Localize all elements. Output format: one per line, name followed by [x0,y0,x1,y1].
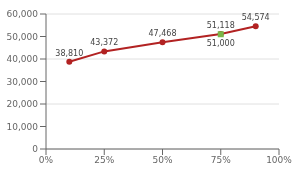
svg-text:51,118: 51,118 [207,21,235,30]
svg-text:75%: 75% [211,155,231,165]
svg-text:43,372: 43,372 [90,38,118,47]
svg-text:50%: 50% [152,155,172,165]
svg-text:50,000: 50,000 [8,32,38,42]
svg-text:100%: 100% [266,155,287,165]
svg-text:25%: 25% [94,155,114,165]
svg-text:0: 0 [32,144,38,154]
svg-text:47,468: 47,468 [149,29,177,38]
svg-text:10,000: 10,000 [8,122,38,132]
svg-text:51,000: 51,000 [207,39,235,48]
svg-text:20,000: 20,000 [8,99,38,109]
svg-text:30,000: 30,000 [8,77,38,87]
svg-text:38,810: 38,810 [55,49,83,58]
svg-text:0%: 0% [39,155,54,165]
svg-text:60,000: 60,000 [8,9,38,19]
svg-text:40,000: 40,000 [8,54,38,64]
svg-text:54,574: 54,574 [242,13,270,22]
